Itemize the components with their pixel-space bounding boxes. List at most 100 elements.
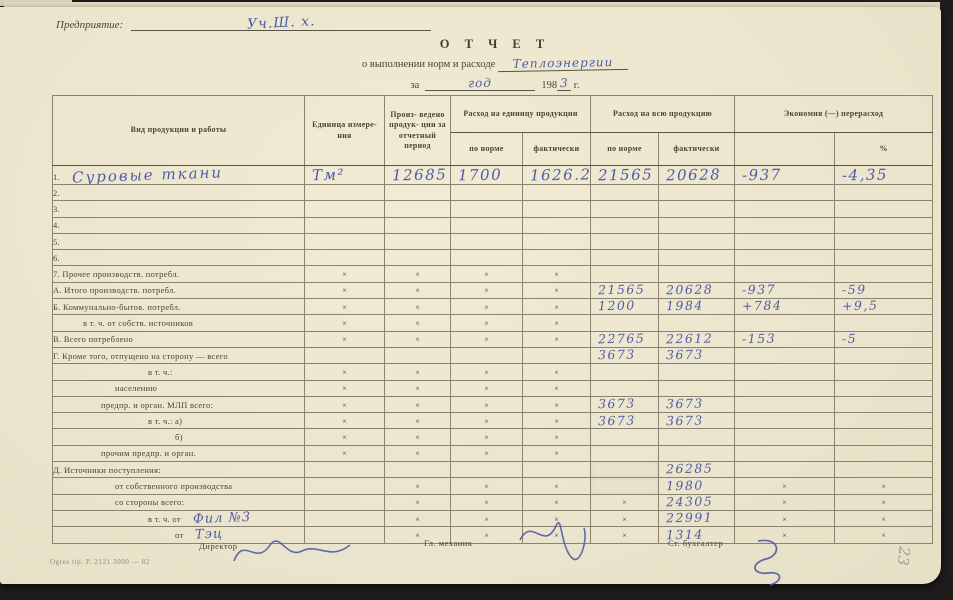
table-row: 3. <box>52 200 934 218</box>
table-cell <box>590 265 660 283</box>
title-block: О Т Ч Е Т о выполнении норм и расходе Те… <box>280 37 710 91</box>
table-cell: × <box>304 379 385 397</box>
row-label: предпр. и орган. МЛП всего: <box>52 395 305 414</box>
table-cell <box>384 200 451 218</box>
table-cell <box>734 395 836 414</box>
table-cell: × <box>304 444 385 463</box>
table-cell <box>304 216 385 234</box>
table-cell <box>384 216 451 234</box>
table-cell: 22612 <box>658 330 736 348</box>
table-cell: × <box>590 526 660 544</box>
table-cell <box>658 314 736 332</box>
table-cell <box>834 183 934 202</box>
table-cell: 3673 <box>658 395 736 414</box>
enterprise-label: Предприятие: <box>56 19 124 31</box>
table-cell <box>834 265 934 283</box>
table-cell: +9,5 <box>834 298 934 316</box>
table-cell <box>658 249 736 267</box>
table-cell: × <box>834 493 934 511</box>
report-sheet: Предприятие: Уч.Ш. х. О Т Ч Е Т о выполне… <box>0 7 941 586</box>
table-cell <box>658 363 736 381</box>
handwritten-value: 3673 <box>597 412 636 428</box>
table-row: от собственного производства × × × 1980 × × <box>52 477 934 495</box>
table-cell <box>834 232 934 251</box>
col-header-actual-unit: фактически <box>521 132 592 166</box>
table-cell: × <box>450 281 523 300</box>
table-cell: × <box>450 265 523 283</box>
table-cell: 12685 <box>384 165 451 185</box>
row-label: В. Всего потреблено <box>52 330 305 348</box>
table-cell <box>450 249 523 267</box>
handwritten-value: 3673 <box>665 412 704 428</box>
table-cell: × <box>521 281 592 300</box>
table-cell: × <box>304 395 385 414</box>
table-cell <box>834 412 934 430</box>
table-cell <box>521 249 592 267</box>
table-cell: × <box>521 379 592 397</box>
table-cell <box>384 232 451 251</box>
table-cell: -937 <box>734 281 836 300</box>
table-cell <box>834 428 934 446</box>
table-row: 4. <box>52 216 934 234</box>
table-cell: 3673 <box>658 412 736 430</box>
table-cell <box>590 477 660 495</box>
table-cell <box>734 314 836 332</box>
table-cell <box>384 346 451 365</box>
table-cell: × <box>384 444 451 463</box>
handwritten-value: 3673 <box>665 347 704 363</box>
table-cell: × <box>450 330 523 348</box>
table-cell: × <box>384 281 451 300</box>
table-cell: 26285 <box>658 461 736 479</box>
table-cell: × <box>450 363 523 381</box>
table-cell <box>590 314 660 332</box>
period-handwritten-value: год <box>468 75 493 91</box>
table-cell: × <box>834 477 934 495</box>
table-cell: -59 <box>834 281 934 300</box>
table-cell: × <box>450 477 523 495</box>
table-cell: × <box>384 395 451 414</box>
table-cell <box>590 200 660 218</box>
table-cell <box>658 216 736 234</box>
table-cell <box>734 200 836 218</box>
table-cell: × <box>521 363 592 381</box>
table-cell <box>734 249 836 267</box>
table-cell: × <box>521 395 592 414</box>
table-cell <box>734 428 836 446</box>
table-cell: -937 <box>734 165 836 185</box>
row-label: 5. <box>52 232 305 251</box>
table-cell <box>384 183 451 202</box>
table-cell: × <box>450 395 523 414</box>
table-row: в т. ч.: × × × × <box>52 363 934 381</box>
table-cell: × <box>384 298 451 316</box>
table-cell <box>658 183 736 202</box>
row-label: от собственного производства <box>52 477 305 495</box>
table-cell: -4,35 <box>834 165 934 185</box>
row-label: 3. <box>52 200 305 218</box>
table-cell: × <box>384 509 451 528</box>
table-cell <box>834 200 934 218</box>
table-cell <box>304 477 385 495</box>
table-cell: -5 <box>834 330 934 348</box>
handwritten-value: -937 <box>741 282 777 298</box>
table-cell <box>521 346 592 365</box>
handwritten-value: 3673 <box>665 396 704 412</box>
row-label: б) <box>52 428 305 446</box>
table-row: со стороны всего: × × × × 24305 × × <box>52 493 934 511</box>
row-label: от Тэц <box>52 526 305 544</box>
table-cell: 20628 <box>658 165 736 185</box>
table-cell: × <box>384 265 451 283</box>
chief-mechanic-label: Гл. механик <box>424 538 473 548</box>
handwritten-value: 21565 <box>597 282 646 298</box>
table-cell <box>834 444 934 463</box>
year-suffix: г. <box>573 80 580 91</box>
table-cell: × <box>521 428 592 446</box>
table-cell <box>590 461 660 479</box>
handwritten-value: Тм² <box>311 165 346 184</box>
handwritten-value: 1200 <box>597 298 636 314</box>
table-cell <box>590 363 660 381</box>
director-signature <box>233 540 351 562</box>
table-cell: 1700 <box>450 165 523 185</box>
table-cell: +784 <box>734 298 836 316</box>
handwritten-value: 20628 <box>665 282 714 298</box>
enterprise-row: Предприятие: Уч.Ш. х. <box>56 13 432 33</box>
